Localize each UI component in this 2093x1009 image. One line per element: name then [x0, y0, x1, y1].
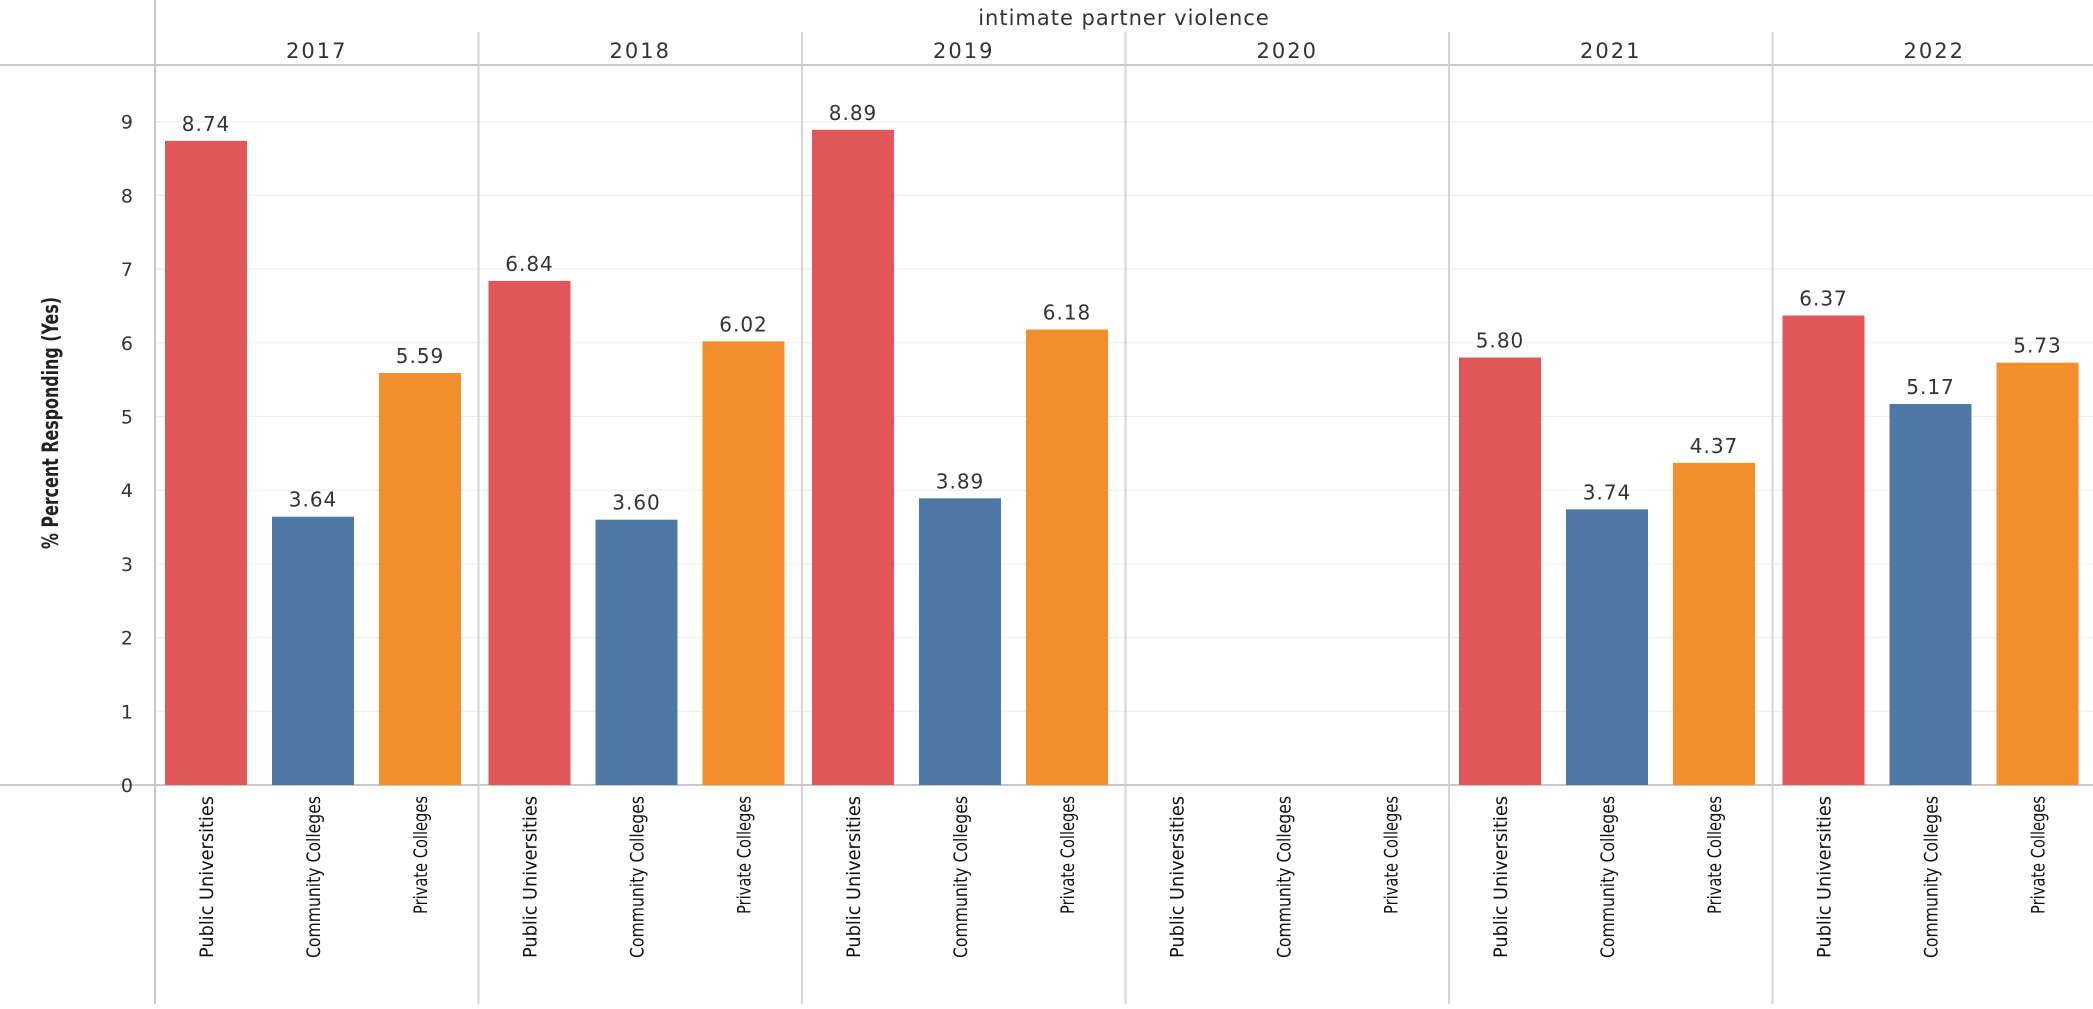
- category-label-2018-community-colleges: Community Colleges: [627, 796, 649, 958]
- year-header-2022: 2022: [1904, 39, 1965, 63]
- category-label-2019-public-universities: Public Universities: [843, 796, 865, 958]
- bar-2017-community-colleges: [272, 516, 354, 785]
- category-label-2020-public-universities: Public Universities: [1167, 796, 1189, 958]
- y-axis-title: % Percent Responding (Yes): [39, 297, 64, 549]
- value-label-2017-public-universities: 8.74: [182, 112, 231, 136]
- bar-2018-private-colleges: [702, 341, 785, 785]
- category-label-2017-public-universities: Public Universities: [196, 796, 218, 958]
- y-tick-label: 5: [121, 407, 133, 429]
- category-label-2020-private-colleges: Private Colleges: [1381, 796, 1403, 914]
- category-label-2022-community-colleges: Community Colleges: [1921, 796, 1943, 958]
- category-label-2018-public-universities: Public Universities: [520, 796, 542, 958]
- category-label-2021-community-colleges: Community Colleges: [1597, 796, 1619, 958]
- bar-2021-community-colleges: [1566, 509, 1648, 785]
- y-tick-label: 3: [121, 554, 133, 576]
- bars: [165, 129, 2079, 785]
- value-label-2019-private-colleges: 6.18: [1043, 301, 1092, 325]
- category-label-2020-community-colleges: Community Colleges: [1274, 796, 1296, 958]
- value-label-2018-public-universities: 6.84: [505, 252, 554, 276]
- value-label-2018-community-colleges: 3.60: [612, 491, 661, 515]
- value-label-2017-private-colleges: 5.59: [396, 344, 445, 368]
- value-label-2021-private-colleges: 4.37: [1690, 434, 1739, 458]
- category-label-2022-private-colleges: Private Colleges: [2028, 796, 2050, 914]
- value-label-2021-community-colleges: 3.74: [1583, 480, 1632, 504]
- category-label-2017-private-colleges: Private Colleges: [410, 796, 432, 914]
- value-label-2022-community-colleges: 5.17: [1906, 375, 1955, 399]
- bar-2019-private-colleges: [1026, 329, 1108, 785]
- y-tick-label: 2: [121, 628, 133, 650]
- value-labels: 8.74 3.64 5.59 6.84 3.60 6.02 8.89 3.89 6.18 5.80…: [182, 101, 2062, 515]
- bar-2017-public-universities: [165, 140, 247, 785]
- value-label-2022-public-universities: 6.37: [1799, 287, 1848, 311]
- bar-2021-public-universities: [1459, 357, 1541, 785]
- bar-2019-public-universities: [812, 129, 894, 785]
- y-tick-label: 4: [121, 480, 133, 502]
- year-header-2017: 2017: [286, 39, 347, 63]
- y-tick-label: 6: [121, 333, 133, 355]
- category-label-2021-private-colleges: Private Colleges: [1704, 796, 1726, 914]
- chart-title: intimate partner violence: [978, 6, 1270, 30]
- category-label-2018-private-colleges: Private Colleges: [734, 796, 756, 914]
- bar-2022-public-universities: [1782, 315, 1865, 785]
- bar-2021-private-colleges: [1673, 462, 1755, 785]
- bar-2019-community-colleges: [919, 498, 1001, 785]
- bar-2018-community-colleges: [595, 519, 678, 785]
- y-tick-label: 9: [121, 112, 133, 134]
- bar-2017-private-colleges: [379, 373, 461, 785]
- y-tick-label: 0: [121, 775, 133, 797]
- value-label-2022-private-colleges: 5.73: [2013, 334, 2062, 358]
- category-label-2021-public-universities: Public Universities: [1490, 796, 1512, 958]
- year-header-2020: 2020: [1257, 39, 1318, 63]
- value-label-2017-community-colleges: 3.64: [289, 488, 338, 512]
- value-label-2019-public-universities: 8.89: [829, 101, 878, 125]
- bar-2018-public-universities: [488, 280, 571, 785]
- bar-2022-private-colleges: [1996, 362, 2079, 785]
- year-header-2021: 2021: [1580, 39, 1641, 63]
- y-tick-label: 8: [121, 185, 133, 207]
- year-header-2019: 2019: [933, 39, 994, 63]
- y-tick-label: 7: [121, 259, 133, 281]
- category-label-2019-community-colleges: Community Colleges: [950, 796, 972, 958]
- value-label-2019-community-colleges: 3.89: [936, 469, 985, 493]
- category-label-2022-public-universities: Public Universities: [1814, 796, 1836, 958]
- value-label-2021-public-universities: 5.80: [1476, 329, 1525, 353]
- category-label-2019-private-colleges: Private Colleges: [1057, 796, 1079, 914]
- bar-2022-community-colleges: [1889, 403, 1972, 785]
- category-label-2017-community-colleges: Community Colleges: [303, 796, 325, 958]
- axes: 0 1 2 3 4 5 6 7 8 9 2017 Public Universities Communi…: [121, 39, 2050, 958]
- year-header-2018: 2018: [610, 39, 671, 63]
- value-label-2018-private-colleges: 6.02: [719, 312, 768, 336]
- y-tick-label: 1: [121, 701, 133, 723]
